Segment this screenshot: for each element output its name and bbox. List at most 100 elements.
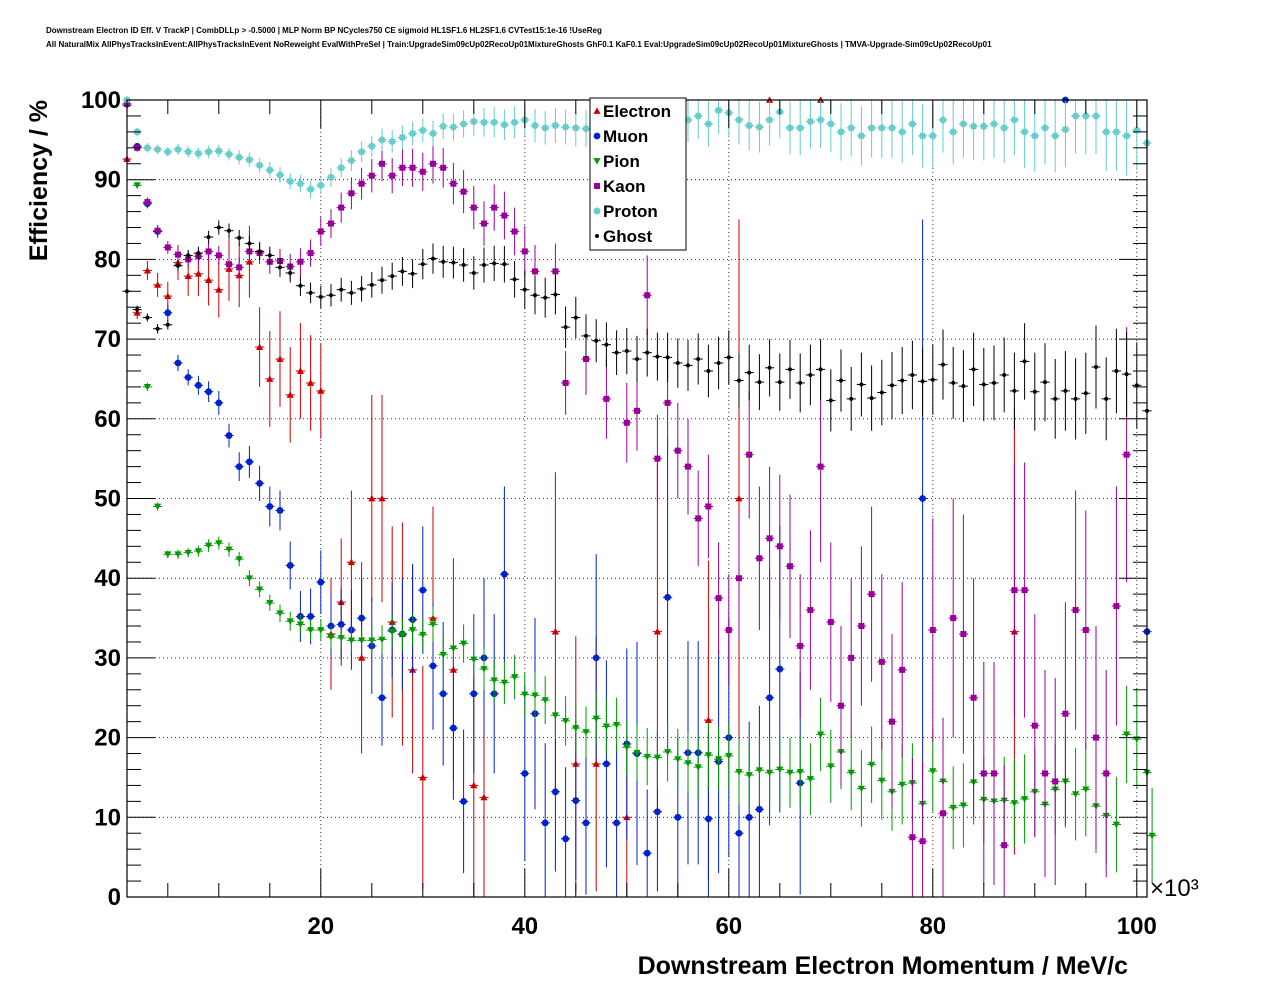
- kaon-point: [1072, 607, 1079, 614]
- proton-point: [266, 166, 274, 174]
- kaon-point: [1093, 734, 1099, 741]
- ghost-point: [431, 256, 435, 261]
- pion-point: [1123, 731, 1131, 739]
- proton-point: [990, 120, 998, 128]
- pion-point: [388, 628, 396, 636]
- proton-point: [888, 124, 896, 132]
- pion-point: [541, 697, 549, 704]
- pion-point: [684, 760, 692, 767]
- legend-marker-pion: [593, 158, 601, 165]
- proton-point: [358, 148, 366, 156]
- proton-point: [1082, 112, 1090, 120]
- ghost-point: [329, 293, 333, 298]
- kaon-point: [297, 258, 304, 265]
- kaon-point: [511, 228, 518, 235]
- electron-point: [551, 627, 559, 635]
- proton-point: [154, 145, 162, 153]
- ghost-point: [726, 355, 731, 360]
- ghost-point: [563, 325, 568, 330]
- kaon-point: [521, 248, 528, 255]
- proton-point: [143, 144, 151, 152]
- pion-point: [766, 769, 774, 777]
- ghost-point: [961, 384, 966, 389]
- legend-marker-electron: [593, 107, 601, 114]
- ghost-point: [635, 357, 639, 362]
- proton-point: [1061, 125, 1069, 133]
- muon-point: [246, 458, 253, 466]
- kaon-point: [715, 595, 722, 602]
- kaon-point: [338, 204, 345, 211]
- ghost-point: [890, 383, 894, 388]
- ghost-point: [818, 367, 823, 372]
- kaon-point: [1123, 451, 1130, 458]
- kaon-point: [1021, 587, 1028, 594]
- ghost-point: [971, 367, 976, 372]
- ghost-point: [155, 326, 160, 331]
- muon-point: [450, 724, 457, 732]
- ghost-point: [624, 349, 629, 354]
- ghost-point: [247, 241, 252, 246]
- pion-point: [276, 610, 284, 617]
- legend-marker-muon: [593, 132, 601, 140]
- muon-point: [766, 694, 773, 702]
- ghost-point: [318, 294, 323, 299]
- ghost-point: [451, 260, 456, 265]
- ghost-point: [410, 271, 415, 276]
- y-axis-label: Efficiency / %: [25, 100, 53, 261]
- electron-point: [194, 270, 202, 277]
- ghost-point: [747, 370, 752, 375]
- x-tick-label: 100: [1117, 913, 1157, 940]
- pion-point: [449, 645, 457, 652]
- legend-marker-ghost: [595, 234, 599, 238]
- kaon-point: [807, 607, 814, 614]
- ghost-point: [941, 362, 945, 367]
- muon-point: [613, 819, 620, 827]
- pion-point: [266, 600, 274, 607]
- muon-point: [654, 808, 661, 816]
- kaon-point: [175, 251, 181, 258]
- proton-point: [164, 148, 172, 156]
- ghost-point: [757, 380, 762, 385]
- proton-point: [276, 171, 284, 179]
- pion-point: [868, 761, 876, 769]
- kaon-point: [215, 252, 222, 259]
- kaon-point: [787, 563, 793, 570]
- pion-point: [959, 802, 967, 809]
- ghost-point: [777, 380, 782, 385]
- electron-point: [378, 494, 386, 502]
- kaon-point: [970, 694, 977, 701]
- muon-point: [205, 388, 213, 396]
- proton-point: [317, 181, 325, 189]
- y-tick-label: 60: [94, 406, 121, 433]
- proton-point: [715, 106, 723, 114]
- kaon-point: [766, 535, 773, 542]
- x-tick-label: 40: [511, 913, 538, 940]
- y-tick-label: 70: [94, 326, 121, 353]
- legend-marker-proton: [593, 207, 601, 215]
- pion-point: [419, 631, 427, 639]
- ghost-point: [839, 378, 843, 383]
- kaon-point: [776, 543, 783, 550]
- ghost-point: [573, 315, 578, 320]
- pion-point: [755, 767, 763, 774]
- ghost-point: [369, 282, 374, 287]
- kaon-point: [909, 834, 916, 841]
- kaon-point: [491, 204, 498, 211]
- proton-point: [235, 153, 243, 161]
- proton-point: [1133, 126, 1141, 134]
- muon-point: [592, 654, 600, 662]
- pion-point: [674, 756, 682, 763]
- kaon-point: [460, 188, 467, 195]
- proton-point: [1021, 128, 1029, 136]
- ghost-point: [788, 367, 792, 372]
- ghost-point: [859, 382, 864, 387]
- proton-point: [470, 118, 478, 126]
- ghost-point: [165, 322, 170, 327]
- electron-point: [205, 276, 213, 284]
- proton-point: [949, 128, 957, 136]
- electron-point: [480, 793, 488, 801]
- series-ghost: [122, 220, 1152, 454]
- proton-point: [378, 136, 386, 144]
- kaon-point: [389, 172, 396, 179]
- proton-point: [500, 121, 508, 129]
